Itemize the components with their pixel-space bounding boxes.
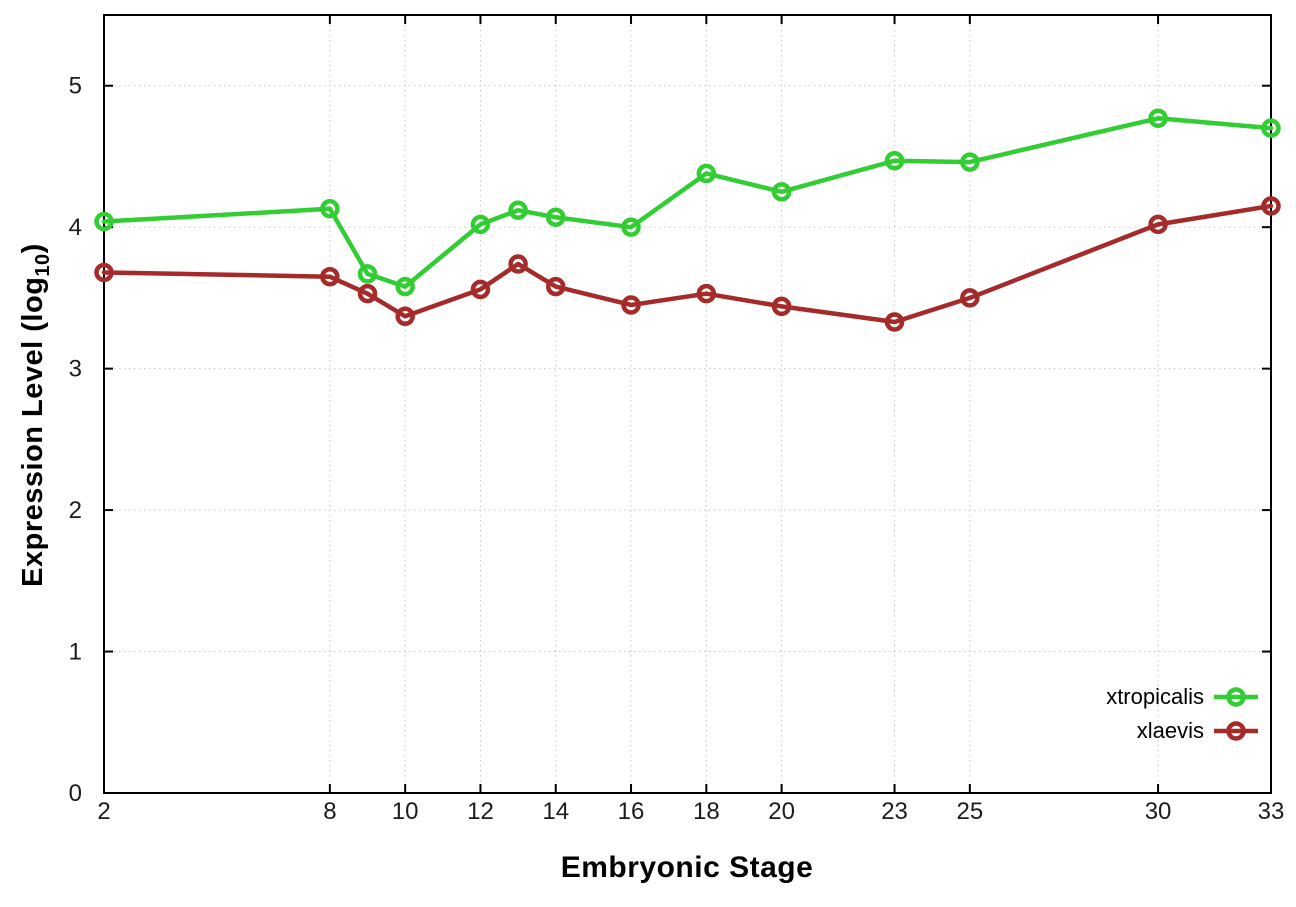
legend-marker-xtropicalis xyxy=(1214,684,1258,710)
point-xlaevis-stage-23 xyxy=(884,312,905,332)
legend-sample-point-xtropicalis xyxy=(1226,687,1246,707)
x-tick-label-30: 30 xyxy=(1145,798,1172,825)
point-xlaevis-stage-2 xyxy=(94,262,114,283)
x-tick-label-33: 33 xyxy=(1258,798,1285,825)
y-tick-label-0: 0 xyxy=(69,780,82,807)
point-xtropicalis-stage-9 xyxy=(357,264,378,284)
x-tick-label-2: 2 xyxy=(97,798,110,825)
point-xtropicalis-stage-33 xyxy=(1261,118,1281,138)
plot-border xyxy=(103,14,1272,794)
x-tick-label-25: 25 xyxy=(956,798,983,825)
point-xlaevis-stage-9 xyxy=(357,283,378,304)
point-xtropicalis-stage-25 xyxy=(960,152,980,172)
point-xtropicalis-stage-8 xyxy=(320,199,340,219)
y-tick-label-1: 1 xyxy=(69,639,82,666)
point-xtropicalis-stage-30 xyxy=(1148,108,1168,129)
point-xtropicalis-stage-14 xyxy=(545,207,566,228)
point-xtropicalis-stage-16 xyxy=(621,217,641,237)
point-xlaevis-stage-8 xyxy=(320,266,340,287)
series-line-xlaevis xyxy=(101,203,1274,325)
point-xtropicalis-stage-23 xyxy=(884,150,905,171)
x-axis-title: Embryonic Stage xyxy=(560,851,814,884)
y-tick-label-3: 3 xyxy=(69,356,82,383)
y-tick-label-4: 4 xyxy=(69,214,82,241)
y-tick-label-5: 5 xyxy=(69,73,82,100)
point-xtropicalis-stage-13 xyxy=(508,200,528,220)
y-axis-title-main: Expression Level (log xyxy=(17,276,50,587)
x-tick-label-12: 12 xyxy=(467,798,494,825)
point-xtropicalis-stage-20 xyxy=(771,182,792,202)
point-xlaevis-stage-16 xyxy=(621,295,641,315)
x-tick-label-23: 23 xyxy=(881,798,908,825)
legend-marker-xlaevis xyxy=(1214,718,1258,744)
x-tick-label-8: 8 xyxy=(323,798,336,825)
y-axis-title: Expression Level (log10) xyxy=(17,243,55,587)
y-axis-title-close: ) xyxy=(17,243,50,254)
point-xlaevis-stage-30 xyxy=(1148,214,1168,235)
point-xlaevis-stage-33 xyxy=(1261,196,1281,216)
point-xlaevis-stage-18 xyxy=(696,283,717,304)
point-xtropicalis-stage-12 xyxy=(470,214,491,235)
x-tick-label-10: 10 xyxy=(392,798,419,825)
legend-sample-svg-xtropicalis xyxy=(1214,687,1258,707)
x-tick-label-20: 20 xyxy=(768,798,795,825)
point-xlaevis-stage-12 xyxy=(470,279,491,300)
legend-item-xlaevis: xlaevis xyxy=(1106,716,1258,746)
legend-item-xtropicalis: xtropicalis xyxy=(1106,682,1258,712)
x-tick-label-18: 18 xyxy=(693,798,720,825)
legend-label-xlaevis: xlaevis xyxy=(1136,718,1204,743)
legend-sample-point-xlaevis xyxy=(1226,721,1246,741)
y-tick-label-2: 2 xyxy=(69,497,82,524)
x-tick-label-14: 14 xyxy=(542,798,569,825)
point-xlaevis-stage-13 xyxy=(508,254,528,274)
y-axis-title-subscript: 10 xyxy=(31,253,54,277)
series-line-xtropicalis xyxy=(101,116,1274,289)
legend-label-xtropicalis: xtropicalis xyxy=(1106,684,1204,709)
point-xlaevis-stage-14 xyxy=(545,276,566,297)
x-tick-label-16: 16 xyxy=(618,798,645,825)
point-xlaevis-stage-20 xyxy=(771,296,792,317)
point-xtropicalis-stage-10 xyxy=(395,276,415,297)
point-xtropicalis-stage-18 xyxy=(696,163,717,184)
legend-sample-svg-xlaevis xyxy=(1214,721,1258,741)
point-xlaevis-stage-25 xyxy=(960,288,980,308)
point-xlaevis-stage-10 xyxy=(395,306,415,327)
point-xtropicalis-stage-2 xyxy=(94,211,114,232)
legend: xtropicalis xlaevis xyxy=(1106,682,1258,746)
